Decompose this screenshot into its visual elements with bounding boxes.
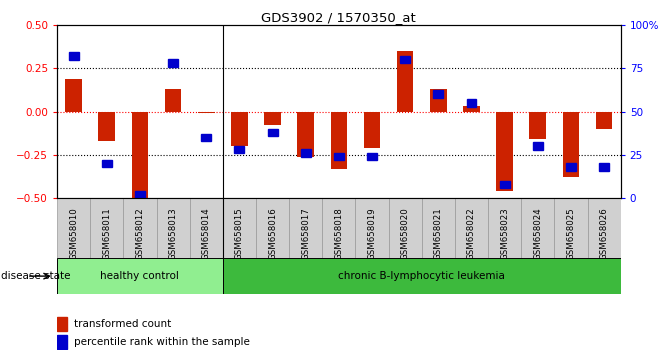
Bar (198, 112, 215, 113)
Bar (389, 198, 422, 258)
Text: GSM658013: GSM658013 (168, 207, 178, 260)
Bar (57, 317, 67, 331)
Bar (433, 90, 444, 98)
Text: disease state: disease state (1, 271, 70, 281)
Bar (297, 112, 314, 156)
Text: GSM658017: GSM658017 (301, 207, 310, 260)
Bar (301, 149, 311, 157)
Bar (430, 89, 447, 112)
Text: transformed count: transformed count (74, 319, 171, 329)
Bar (99, 112, 115, 141)
Bar (596, 112, 613, 129)
Bar (123, 198, 156, 258)
Text: GSM658020: GSM658020 (401, 207, 410, 260)
Text: chronic B-lymphocytic leukemia: chronic B-lymphocytic leukemia (338, 271, 505, 281)
Text: GSM658011: GSM658011 (102, 207, 111, 260)
Text: GSM658018: GSM658018 (334, 207, 344, 260)
Bar (102, 160, 112, 167)
Bar (289, 198, 322, 258)
Bar (322, 198, 356, 258)
Bar (356, 198, 389, 258)
Bar (68, 52, 79, 60)
Bar (529, 112, 546, 139)
Bar (455, 198, 488, 258)
Text: GSM658019: GSM658019 (368, 207, 376, 260)
Bar (466, 99, 476, 107)
Bar (500, 181, 509, 188)
Bar (599, 163, 609, 171)
Bar (65, 79, 82, 112)
Text: GSM658010: GSM658010 (69, 207, 78, 260)
Bar (422, 198, 455, 258)
Bar (168, 59, 178, 67)
Bar (135, 191, 145, 199)
Text: healthy control: healthy control (101, 271, 179, 281)
Bar (563, 112, 579, 177)
Bar (588, 198, 621, 258)
Bar (268, 129, 278, 136)
Bar (57, 258, 223, 294)
Text: GSM658014: GSM658014 (202, 207, 211, 260)
Text: percentile rank within the sample: percentile rank within the sample (74, 337, 250, 347)
Bar (201, 134, 211, 141)
Bar (488, 198, 521, 258)
Bar (223, 198, 256, 258)
Text: GSM658024: GSM658024 (533, 207, 542, 260)
Bar (165, 89, 181, 112)
Bar (521, 198, 554, 258)
Bar (156, 198, 190, 258)
Bar (367, 153, 377, 160)
Bar (264, 112, 281, 125)
Bar (463, 106, 480, 112)
Bar (223, 258, 621, 294)
Bar (234, 146, 244, 154)
Bar (334, 153, 344, 160)
Bar (190, 198, 223, 258)
Bar (364, 112, 380, 148)
Bar (231, 112, 248, 146)
Text: GSM658016: GSM658016 (268, 207, 277, 260)
Text: GSM658021: GSM658021 (434, 207, 443, 260)
Bar (554, 198, 588, 258)
Bar (397, 51, 413, 112)
Title: GDS3902 / 1570350_at: GDS3902 / 1570350_at (262, 11, 416, 24)
Bar (132, 112, 148, 198)
Text: GSM658026: GSM658026 (600, 207, 609, 260)
Bar (256, 198, 289, 258)
Bar (331, 112, 347, 169)
Bar (566, 163, 576, 171)
Bar (497, 112, 513, 191)
Bar (57, 335, 67, 349)
Bar (57, 198, 90, 258)
Bar (533, 142, 543, 150)
Text: GSM658012: GSM658012 (136, 207, 144, 260)
Text: GSM658015: GSM658015 (235, 207, 244, 260)
Text: GSM658023: GSM658023 (500, 207, 509, 260)
Bar (400, 56, 410, 63)
Text: GSM658022: GSM658022 (467, 207, 476, 260)
Bar (90, 198, 123, 258)
Text: GSM658025: GSM658025 (566, 207, 576, 260)
